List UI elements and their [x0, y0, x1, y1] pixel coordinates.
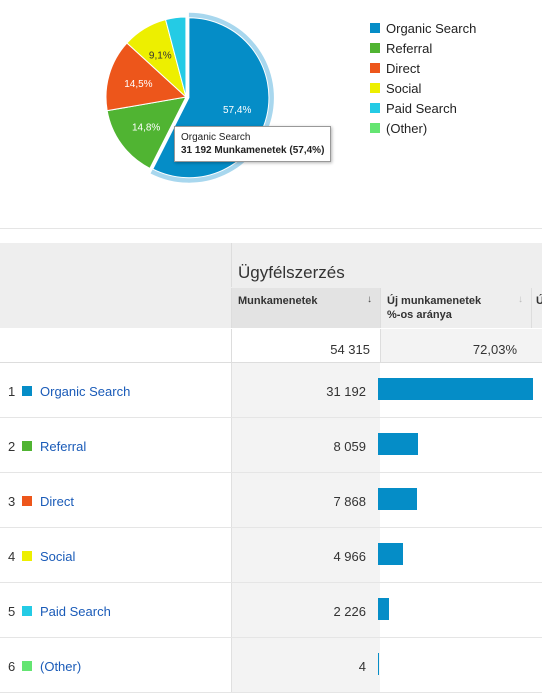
totals-row: 54 315 72,03%: [0, 329, 542, 363]
chart-tooltip: Organic Search 31 192 Munkamenetek (57,4…: [174, 126, 331, 162]
pie-slice-label: 14,8%: [132, 123, 160, 134]
channel-swatch: [22, 496, 32, 506]
next-column-header[interactable]: Ú: [531, 288, 542, 328]
legend-label: (Other): [386, 121, 427, 136]
bar-cell: [378, 583, 542, 637]
channel-swatch: [22, 386, 32, 396]
legend-swatch: [370, 43, 380, 53]
total-new-sessions-cell: 72,03%: [380, 329, 542, 362]
sessions-value: 7 868: [333, 494, 366, 509]
row-index: 4: [8, 549, 15, 564]
sessions-column-header[interactable]: Munkamenetek ↓: [231, 288, 380, 328]
legend-label: Social: [386, 81, 421, 96]
acquisition-group-label: Ügyfélszerzés: [238, 263, 345, 283]
sessions-value: 8 059: [333, 439, 366, 454]
legend-item-paid-search[interactable]: Paid Search: [370, 98, 476, 118]
sessions-bar: [378, 598, 389, 620]
sessions-value: 31 192: [326, 384, 366, 399]
legend-swatch: [370, 23, 380, 33]
row-index: 2: [8, 439, 15, 454]
sessions-cell: 7 868: [231, 473, 380, 527]
table-row: 3 Direct 7 868: [0, 473, 542, 528]
sessions-cell: 4: [231, 638, 380, 692]
sort-icon[interactable]: ↓: [518, 294, 523, 305]
row-index: 1: [8, 384, 15, 399]
sessions-cell: 31 192: [231, 363, 380, 417]
legend-label: Direct: [386, 61, 420, 76]
new-sessions-label-line2: %-os aránya: [387, 309, 452, 321]
pie-slice-label: 14,5%: [124, 79, 152, 90]
table-row: 6 (Other) 4: [0, 638, 542, 693]
channel-link[interactable]: Referral: [40, 439, 86, 454]
pie-slice-label: 9,1%: [149, 51, 172, 62]
sessions-bar: [378, 488, 417, 510]
channel-swatch: [22, 551, 32, 561]
sessions-cell: 8 059: [231, 418, 380, 472]
bar-cell: [378, 638, 542, 692]
channel-link[interactable]: Organic Search: [40, 384, 130, 399]
bar-cell: [378, 473, 542, 527]
total-new-sessions-value: 72,03%: [473, 342, 517, 357]
sessions-bar: [378, 433, 418, 455]
channel-swatch: [22, 441, 32, 451]
legend-item-direct[interactable]: Direct: [370, 58, 476, 78]
row-index: 6: [8, 659, 15, 674]
new-sessions-column-label: Új munkamenetek %-os aránya: [387, 294, 481, 322]
legend-item-referral[interactable]: Referral: [370, 38, 476, 58]
row-index: 3: [8, 494, 15, 509]
sessions-value: 4 966: [333, 549, 366, 564]
sessions-bar: [378, 543, 403, 565]
legend-swatch: [370, 83, 380, 93]
sessions-value: 2 226: [333, 604, 366, 619]
tooltip-value: 31 192 Munkamenetek (57,4%): [181, 144, 324, 157]
channel-link[interactable]: Social: [40, 549, 75, 564]
sessions-value: 4: [359, 659, 366, 674]
legend-label: Organic Search: [386, 21, 476, 36]
channel-swatch: [22, 661, 32, 671]
sort-desc-icon[interactable]: ↓: [367, 294, 372, 305]
table-row: 5 Paid Search 2 226: [0, 583, 542, 638]
row-index: 5: [8, 604, 15, 619]
legend-item-other[interactable]: (Other): [370, 118, 476, 138]
total-sessions-value: 54 315: [330, 342, 370, 357]
bar-cell: [378, 528, 542, 582]
legend-item-organic-search[interactable]: Organic Search: [370, 18, 476, 38]
sessions-cell: 2 226: [231, 583, 380, 637]
tooltip-title: Organic Search: [181, 131, 324, 144]
channel-swatch: [22, 606, 32, 616]
legend-label: Referral: [386, 41, 432, 56]
table-row: 4 Social 4 966: [0, 528, 542, 583]
total-sessions-cell: 54 315: [231, 329, 380, 362]
channel-link[interactable]: Paid Search: [40, 604, 111, 619]
chart-legend: Organic Search Referral Direct Social Pa…: [370, 18, 476, 138]
pie-slice-label: 57,4%: [223, 105, 251, 116]
bar-cell: [378, 418, 542, 472]
new-sessions-column-header[interactable]: Új munkamenetek %-os aránya ↓: [380, 288, 531, 328]
legend-label: Paid Search: [386, 101, 457, 116]
sessions-column-label: Munkamenetek: [238, 294, 317, 308]
next-column-label: Ú: [536, 294, 542, 308]
channel-link[interactable]: Direct: [40, 494, 74, 509]
section-divider: [0, 228, 542, 229]
sessions-bar: [378, 653, 379, 675]
legend-item-social[interactable]: Social: [370, 78, 476, 98]
bar-cell: [378, 363, 542, 417]
table-row: 1 Organic Search 31 192: [0, 363, 542, 418]
legend-swatch: [370, 63, 380, 73]
acquisition-group-header: Ügyfélszerzés: [231, 243, 542, 287]
pie-chart-panel: 57,4% 14,8% 14,5% 9,1% Organic Search Refer…: [0, 0, 542, 228]
table-row: 2 Referral 8 059: [0, 418, 542, 473]
sessions-bar: [378, 378, 533, 400]
pie-chart: 57,4% 14,8% 14,5% 9,1%: [0, 0, 360, 228]
legend-swatch: [370, 103, 380, 113]
legend-swatch: [370, 123, 380, 133]
new-sessions-label-line1: Új munkamenetek: [387, 295, 481, 307]
sessions-cell: 4 966: [231, 528, 380, 582]
channel-link[interactable]: (Other): [40, 659, 81, 674]
